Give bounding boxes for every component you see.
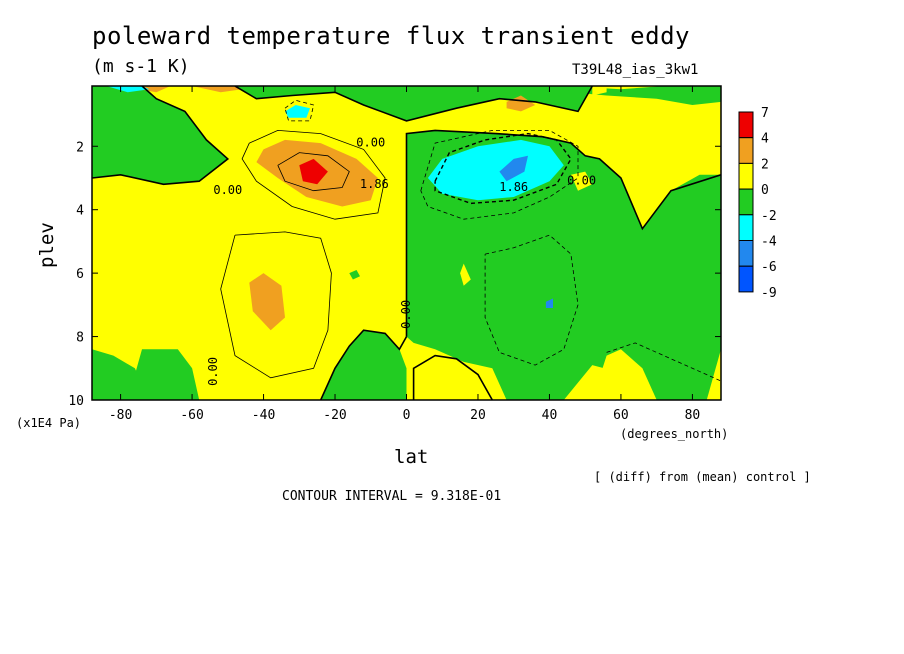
x-tick-label: -40: [252, 408, 275, 423]
contour-label: 0.00: [206, 357, 220, 386]
contour-sh-3: [277, 152, 350, 192]
contour-zero-nh-lower: [412, 354, 493, 400]
contour-label: 1.86: [499, 180, 528, 194]
contour-zero-sh: [92, 86, 230, 186]
colorbar-label: -9: [761, 286, 777, 301]
contour-nh-2: [420, 129, 579, 220]
region-nh-lower-positive: [413, 355, 493, 400]
colorbar-label: -4: [761, 235, 777, 250]
x-tick-label: 0: [403, 408, 411, 423]
contour-nh-4: [284, 99, 315, 122]
colorbar-swatch: [738, 162, 754, 190]
x-tick-label: -80: [109, 408, 132, 423]
contour-nh-3: [484, 234, 579, 366]
y-axis: 2 4 6 8 10: [68, 140, 721, 409]
colorbar-swatch: [738, 111, 754, 139]
region-nh-upper-negative: [235, 86, 593, 121]
colorbar: 7 4 2 0 -2 -4 -6 -9: [738, 106, 777, 301]
diff-note: [ (diff) from (mean) control ]: [594, 470, 811, 484]
x-tick-label: 80: [685, 408, 701, 423]
plot-area: 0.00 0.00 1.86 1.86 0.00 0.00 0.00: [92, 86, 721, 400]
contour-zero-lower: [319, 329, 408, 400]
region-nh-blue-min: [499, 155, 528, 182]
contour-label: 1.86: [360, 177, 389, 191]
region-sh-core-max: [299, 158, 328, 185]
y-tick-label: 2: [76, 140, 84, 155]
y-tick-label: 8: [76, 331, 84, 346]
contour-nh-1: [434, 132, 572, 205]
region-nh-small-min: [545, 298, 553, 308]
region-nh-edge-positive: [570, 171, 593, 191]
run-label: T39L48_ias_3kw1: [572, 62, 699, 78]
contour-interval-label: CONTOUR INTERVAL = 9.318E-01: [282, 489, 502, 504]
region-nh-upper-positive: [427, 114, 464, 131]
colorbar-label: 0: [761, 183, 769, 198]
colorbar-swatch: [738, 214, 754, 242]
region-nh-small-positive: [460, 263, 471, 286]
contour-label: 0.00: [356, 136, 385, 150]
x-tick-label: -20: [323, 408, 346, 423]
colorbar-label: 4: [761, 132, 769, 147]
region-sh-bottom-negative: [127, 349, 200, 400]
contour-label: 0.00: [213, 183, 242, 197]
x-tick-label: 20: [470, 408, 486, 423]
colorbar-swatch: [738, 265, 754, 293]
colorbar-label: 7: [761, 106, 769, 121]
region-sh-top-max: [192, 86, 243, 93]
region-nh-top-yellow: [592, 86, 607, 96]
region-nh-far-right-positive: [706, 349, 721, 400]
region-nh-upper-positive-2: [492, 105, 536, 118]
contour-sh-2: [220, 231, 332, 379]
y-unit-label: (x1E4 Pa): [16, 416, 82, 430]
region-small-negative: [349, 270, 360, 280]
region-sh-top-cyan-min: [106, 86, 150, 93]
colorbar-label: -6: [761, 260, 777, 275]
chart-title: poleward temperature flux transient eddy: [92, 22, 690, 50]
colorbar-label: -2: [761, 209, 777, 224]
region-nh-cyan-min: [427, 139, 564, 201]
colorbar-swatch: [738, 188, 754, 216]
x-tick-label: -60: [180, 408, 203, 423]
region-nh-right-positive: [592, 349, 657, 400]
units-label: (m s-1 K): [92, 56, 190, 77]
x-axis: -80 -60 -40 -20 0 20 40 60 80: [109, 86, 700, 423]
x-tick-label: 40: [542, 408, 558, 423]
y-tick-label: 4: [76, 204, 84, 219]
colorbar-label: 2: [761, 157, 769, 172]
colorbar-swatch: [738, 240, 754, 267]
region-mid-lower-negative: [320, 330, 407, 400]
contour-label: 0.00: [399, 300, 413, 329]
x-axis-label: lat: [394, 446, 429, 468]
region-sh-left-negative: [92, 86, 228, 185]
contour-sh-1: [241, 129, 386, 220]
contour-label: 0.00: [567, 174, 596, 188]
x-unit-label: (degrees_north): [620, 427, 729, 441]
region-sh-lower-max: [249, 273, 285, 331]
x-tick-label: 60: [613, 408, 629, 423]
contour-zero-upper: [234, 86, 593, 122]
contour-zero-main: [405, 129, 721, 337]
region-sh-cyan-min: [285, 105, 310, 118]
y-tick-label: 10: [68, 394, 84, 409]
colorbar-swatch: [738, 137, 754, 164]
y-tick-label: 6: [76, 267, 84, 282]
